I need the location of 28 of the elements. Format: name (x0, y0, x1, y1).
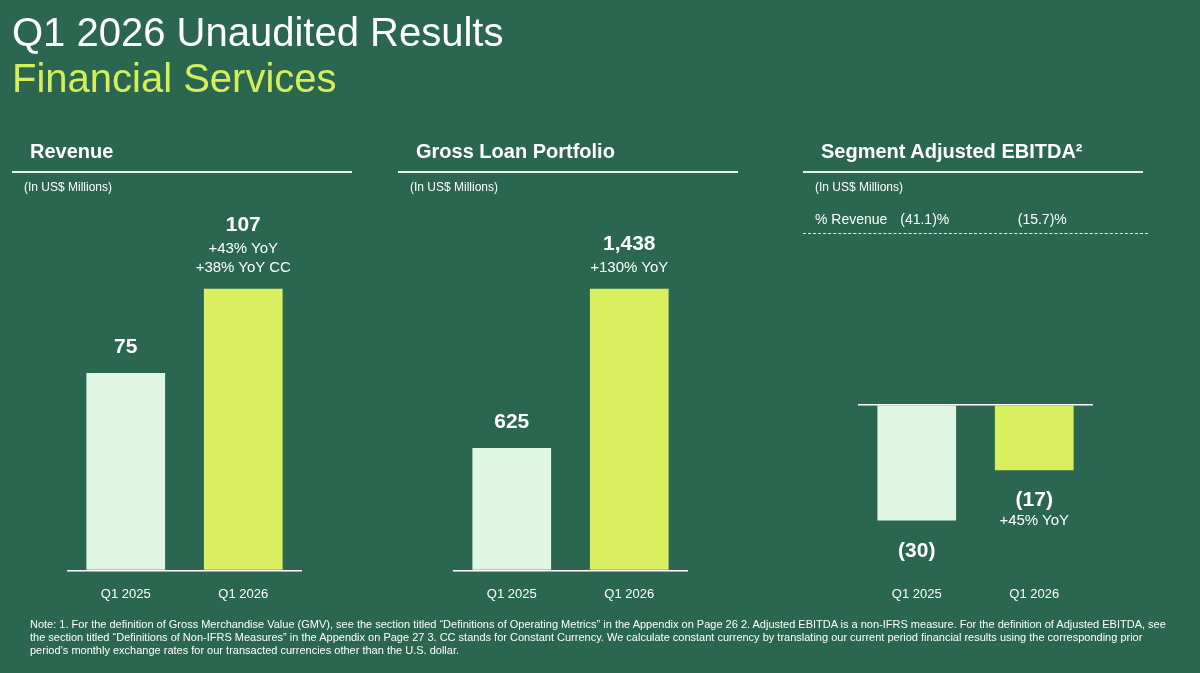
text: Financial Services (12, 56, 337, 101)
data-label: 107 (225, 211, 261, 235)
data-label: (17) (1015, 487, 1053, 511)
annotation: +38% YoY CC (195, 257, 292, 275)
annotation: +43% YoY (208, 238, 279, 256)
annotation: +130% YoY (590, 257, 669, 275)
chart-subtitle: (In US$ Millions) (815, 180, 904, 194)
text: Q1 2026 Unaudited Results (12, 10, 504, 55)
text: % Revenue (815, 211, 888, 227)
x-tick-label: Q1 2026 (218, 585, 269, 601)
chart-subtitle: (In US$ Millions) (410, 180, 499, 194)
chart-title: Revenue (30, 140, 114, 163)
annotation: +45% YoY (999, 511, 1070, 529)
chart-title: Gross Loan Portfolio (416, 140, 615, 163)
text: (41.1)% (900, 211, 950, 227)
text: Note: 1. For the definition of Gross Merchandise Value (GMV), see the section titled “Definitions of Operating Metrics” in the Appendix on Page 26 2. Adjusted EBITDA is a non-IFRS measure. For the definition of Adjusted EBITDA, see the section titled “Definitions of Non-IFRS Measures” in the Appendix on Page 27 3. CC stands for Constant Currency. We calculate constant currency by translating our current period financial results using the corresponding prior period’s monthly exchange rates for our transacted currencies other than the U.S. dollar. (30, 618, 1167, 657)
data-label: 625 (494, 409, 530, 433)
x-tick-label: Q1 2026 (1009, 585, 1060, 601)
data-label: 75 (114, 334, 138, 358)
chart-title: Segment Adjusted EBITDA² (821, 140, 1083, 163)
text: (15.7)% (1017, 211, 1067, 227)
x-tick-label: Q1 2025 (891, 585, 942, 601)
data-label: 1,438 (602, 230, 656, 254)
data-label: (30) (898, 537, 936, 561)
x-tick-label: Q1 2025 (100, 585, 151, 601)
chart-subtitle: (In US$ Millions) (24, 180, 113, 194)
x-tick-label: Q1 2026 (604, 585, 655, 601)
x-tick-label: Q1 2025 (486, 585, 537, 601)
